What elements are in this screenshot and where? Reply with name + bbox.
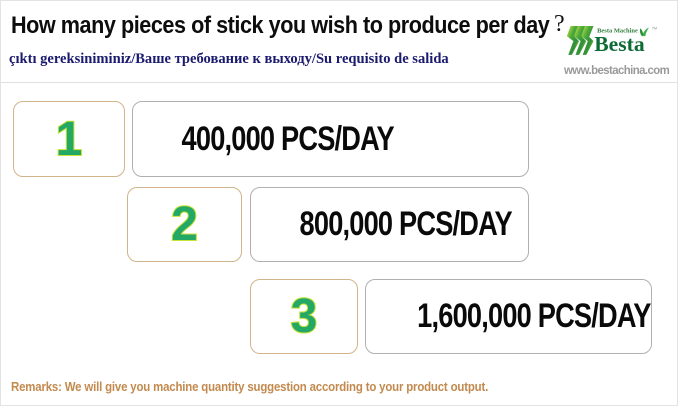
svg-text:TM: TM <box>652 27 657 31</box>
svg-text:Besta: Besta <box>594 32 645 56</box>
